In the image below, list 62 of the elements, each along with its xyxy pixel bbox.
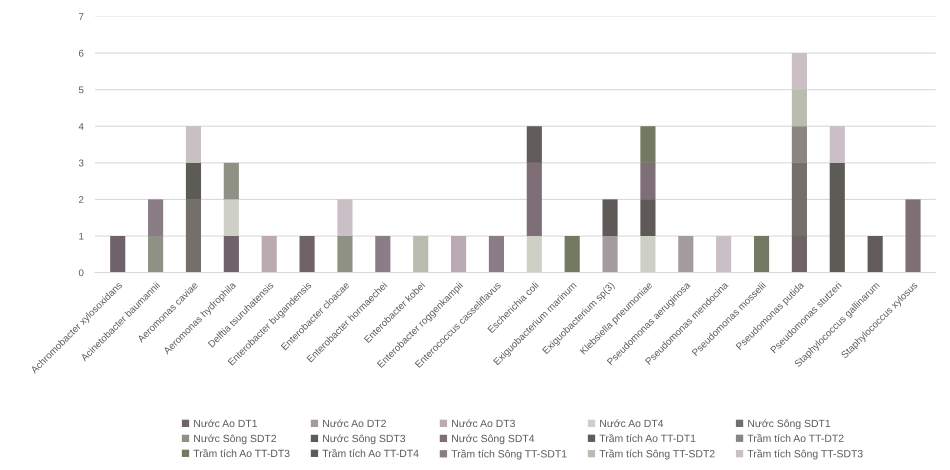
bar bbox=[792, 162, 807, 236]
y-tick-label: 0 bbox=[78, 269, 84, 276]
legend-label: Trầm tích Ao TT-DT2 bbox=[748, 434, 844, 442]
bar bbox=[337, 199, 353, 236]
legend-label: Trầm tích Ao TT-DT1 bbox=[600, 434, 696, 442]
bar bbox=[640, 162, 656, 200]
bar bbox=[602, 236, 618, 273]
bar bbox=[148, 199, 164, 236]
y-tick-label: 3 bbox=[78, 160, 84, 166]
legend-label: Nước Sông SDT3 bbox=[323, 434, 406, 444]
bar bbox=[186, 126, 202, 163]
bar bbox=[830, 126, 845, 163]
bar bbox=[224, 236, 239, 273]
bar bbox=[375, 236, 390, 273]
legend-label: Nước Ao DT4 bbox=[600, 419, 664, 428]
legend-label: Nước Sông SDT1 bbox=[748, 419, 830, 430]
bar bbox=[640, 236, 656, 273]
bar bbox=[110, 236, 126, 273]
legend-label: Trầm tích Ao TT-DT4 bbox=[322, 448, 419, 458]
bar bbox=[224, 162, 239, 200]
bar bbox=[526, 236, 542, 273]
bar bbox=[716, 236, 732, 273]
bar bbox=[337, 236, 353, 273]
legend-label: Nước Ao DT1 bbox=[194, 419, 257, 428]
bar bbox=[262, 236, 277, 273]
legend-label: Trầm tích Ao TT-DT3 bbox=[194, 448, 290, 458]
bar bbox=[792, 126, 807, 163]
bar bbox=[640, 126, 656, 163]
bar bbox=[754, 236, 770, 273]
legend-label: Nước Ao DT3 bbox=[452, 419, 515, 428]
bar bbox=[300, 236, 315, 273]
bar bbox=[792, 236, 807, 273]
bar bbox=[526, 162, 542, 236]
legend-label: Nước Ao DT2 bbox=[323, 419, 386, 428]
bar bbox=[186, 199, 202, 273]
y-tick-label: 6 bbox=[78, 50, 84, 57]
legend-label: Trầm tích Sông TT-SDT3 bbox=[748, 449, 863, 460]
bar bbox=[413, 236, 428, 273]
bar bbox=[640, 199, 656, 236]
bar bbox=[450, 236, 466, 273]
legend-label: Nước Sông SDT4 bbox=[452, 434, 534, 444]
bar bbox=[564, 236, 580, 273]
legend-label: Nước Sông SDT2 bbox=[194, 434, 276, 444]
legend-label: Trầm tích Sông TT-SDT1 bbox=[451, 449, 567, 460]
bar bbox=[186, 162, 202, 200]
bar bbox=[792, 90, 807, 126]
y-tick-label: 1 bbox=[79, 232, 84, 240]
bar bbox=[488, 236, 504, 273]
y-tick-label: 4 bbox=[78, 123, 84, 130]
bar bbox=[792, 53, 807, 90]
bar bbox=[526, 126, 542, 163]
y-tick-label: 5 bbox=[78, 86, 84, 94]
bar bbox=[148, 236, 164, 273]
bar bbox=[905, 199, 921, 273]
bar bbox=[224, 199, 239, 236]
bar bbox=[868, 236, 883, 273]
y-tick-label: 2 bbox=[78, 196, 84, 203]
y-tick-label: 7 bbox=[78, 13, 84, 20]
bar bbox=[830, 162, 845, 273]
bar bbox=[678, 236, 694, 273]
bar bbox=[602, 199, 618, 236]
legend-label: Trầm tích Sông TT-SDT2 bbox=[600, 449, 715, 460]
